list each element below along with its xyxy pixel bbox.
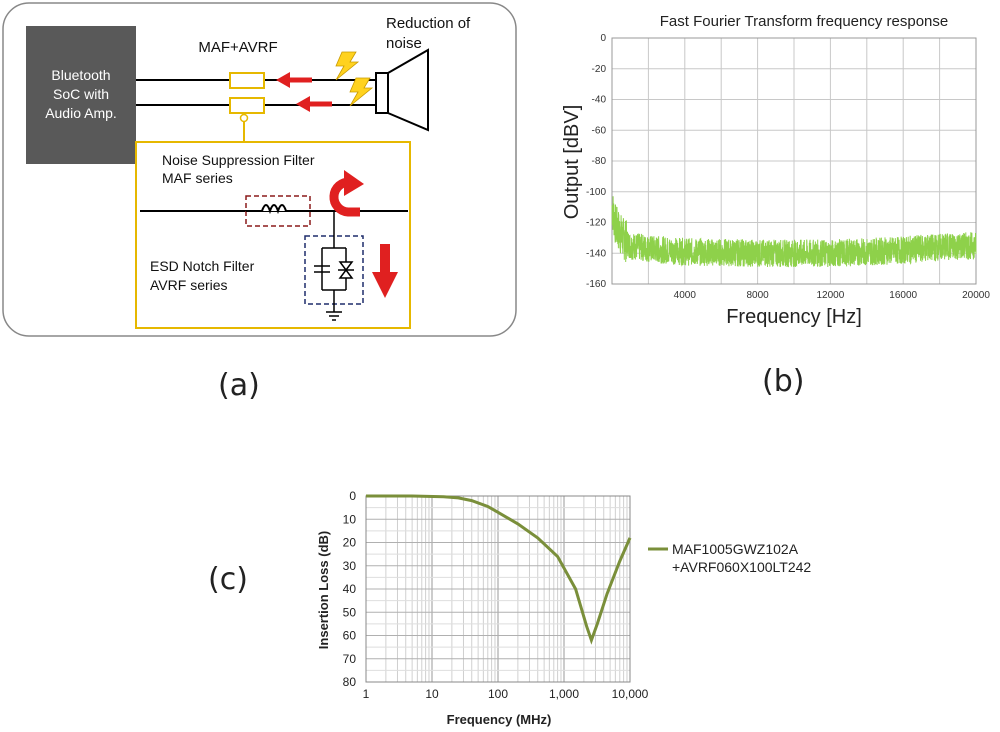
filter-title: MAF+AVRF bbox=[198, 39, 277, 56]
chart-c-ytick-label: 40 bbox=[343, 582, 357, 596]
chart-b-frame bbox=[611, 37, 977, 285]
chart-c-xtick-label: 1,000 bbox=[549, 687, 579, 701]
panel-b-label: (b) bbox=[762, 364, 805, 399]
chart-b-ytick-label: -100 bbox=[586, 187, 606, 198]
chart-c-frame bbox=[365, 495, 631, 683]
chart-b-ytick-label: -160 bbox=[586, 279, 606, 290]
insertion-loss-chart: 1 10 100 1,000 10,000 0 10 20 30 40 50 60 70 80 Frequ… bbox=[316, 489, 811, 727]
soc-label-3: Audio Amp. bbox=[45, 105, 117, 121]
speaker-caption-2: noise bbox=[386, 35, 422, 52]
esd-label-2: AVRF series bbox=[150, 277, 228, 293]
chart-b-xlabel: Frequency [Hz] bbox=[726, 306, 862, 328]
chart-c-ytick-label: 20 bbox=[343, 536, 357, 550]
chart-c-series bbox=[366, 494, 632, 645]
chart-c-ytick-label: 30 bbox=[343, 559, 357, 573]
nsf-label-1: Noise Suppression Filter bbox=[162, 152, 315, 168]
chart-c-xlabel: Frequency (MHz) bbox=[447, 712, 552, 727]
chart-b-title: Fast Fourier Transform frequency respons… bbox=[660, 13, 948, 30]
lightning-icon bbox=[335, 51, 360, 81]
noise-arrow-top bbox=[276, 72, 312, 88]
inductor-symbol bbox=[261, 204, 287, 215]
chart-b-ytick-label: -40 bbox=[592, 95, 607, 106]
fft-chart: Fast Fourier Transform frequency respons… bbox=[561, 13, 990, 328]
chart-c-ytick-label: 50 bbox=[343, 605, 357, 619]
chart-b-ytick-label: -20 bbox=[592, 64, 607, 75]
chart-b-ytick-label: -140 bbox=[586, 248, 606, 259]
chart-b-xtick-label: 8000 bbox=[746, 290, 769, 301]
chart-c-xtick-label: 10,000 bbox=[612, 687, 649, 701]
esd-symbol bbox=[314, 211, 354, 321]
soc-label-1: Bluetooth bbox=[51, 67, 110, 83]
detail-box bbox=[135, 141, 411, 329]
chart-c-ytick-label: 0 bbox=[349, 489, 356, 503]
chart-b-ytick-label: -80 bbox=[592, 156, 607, 167]
chart-b-xtick-label: 4000 bbox=[674, 290, 697, 301]
chart-c-ytick-label: 80 bbox=[343, 675, 357, 689]
chart-b-ytick-label: -120 bbox=[586, 218, 606, 229]
panel-c-label: (c) bbox=[208, 562, 248, 597]
chart-c-xtick-label: 100 bbox=[488, 687, 508, 701]
chart-c-xtick-label: 1 bbox=[363, 687, 370, 701]
soc-label-2: SoC with bbox=[53, 86, 109, 102]
chart-b-xtick-label: 16000 bbox=[889, 290, 917, 301]
speaker-caption-1: Reduction of bbox=[386, 15, 471, 32]
lightning-icon bbox=[349, 77, 374, 107]
chart-c-ytick-label: 70 bbox=[343, 652, 357, 666]
chart-b-ylabel: Output [dBV] bbox=[561, 105, 583, 220]
chart-c-xtick-label: 10 bbox=[425, 687, 439, 701]
chart-b-xtick-label: 20000 bbox=[962, 290, 990, 301]
chart-c-ylabel: Insertion Loss (dB) bbox=[316, 531, 331, 649]
soc-block bbox=[26, 26, 136, 164]
chart-b-series-noise bbox=[611, 196, 977, 268]
chart-c-ytick-label: 10 bbox=[343, 512, 357, 526]
chart-b-ytick-label: -60 bbox=[592, 125, 607, 136]
panel-a-diagram: Bluetooth SoC with Audio Amp. MAF+AVRF R… bbox=[2, 2, 517, 337]
discharge-arrow-icon bbox=[372, 244, 398, 298]
chart-c-ytick-label: 60 bbox=[343, 629, 357, 643]
nsf-label-2: MAF series bbox=[162, 170, 233, 186]
legend-label-2: +AVRF060X100LT242 bbox=[672, 559, 811, 575]
chart-b-xtick-label: 12000 bbox=[816, 290, 844, 301]
esd-label-1: ESD Notch Filter bbox=[150, 258, 255, 274]
noise-arrow-bottom bbox=[296, 96, 332, 112]
reflect-arrow-icon bbox=[329, 177, 360, 217]
filter-box-top bbox=[229, 72, 265, 89]
filter-box-bottom bbox=[229, 97, 265, 114]
speaker-icon bbox=[375, 48, 429, 132]
legend-label-1: MAF1005GWZ102A bbox=[672, 541, 799, 557]
chart-b-ytick-label: 0 bbox=[600, 33, 606, 44]
panel-a-label: (a) bbox=[218, 368, 260, 403]
